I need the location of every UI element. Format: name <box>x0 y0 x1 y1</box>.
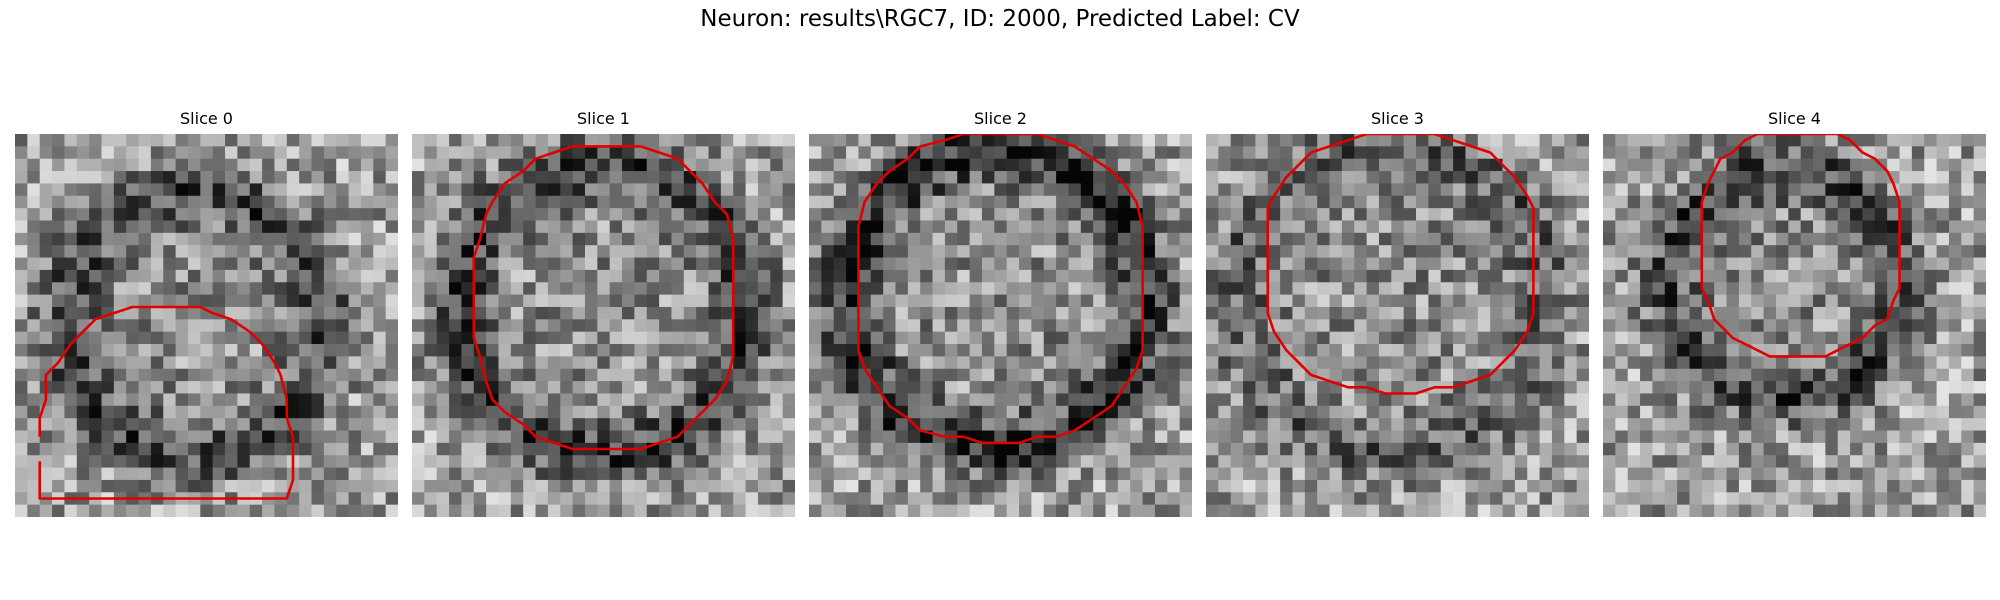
slice-image-1 <box>412 134 795 517</box>
pixel-grid <box>1206 134 1589 517</box>
slice-title-3: Slice 3 <box>1371 109 1424 128</box>
slice-title-1: Slice 1 <box>577 109 630 128</box>
segmentation-contour <box>38 305 295 500</box>
segmentation-contour <box>1700 134 1901 358</box>
pixel-grid <box>412 134 795 517</box>
slice-panel-4: Slice 4 <box>1603 108 1986 517</box>
slice-title-0: Slice 0 <box>180 109 233 128</box>
segmentation-contour <box>472 145 735 451</box>
segmentation-contour <box>857 134 1144 445</box>
pixel-grid <box>1603 134 1986 517</box>
segmentation-contour <box>1266 134 1535 395</box>
figure-title: Neuron: results\RGC7, ID: 2000, Predicte… <box>700 6 1300 32</box>
slice-image-3 <box>1206 134 1589 517</box>
slice-panel-0: Slice 0 <box>15 108 398 517</box>
slice-image-4 <box>1603 134 1986 517</box>
slice-title-4: Slice 4 <box>1768 109 1821 128</box>
slice-image-0 <box>15 134 398 517</box>
slice-panel-2: Slice 2 <box>809 108 1192 517</box>
slice-panel-3: Slice 3 <box>1206 108 1589 517</box>
pixel-grid <box>809 134 1192 517</box>
slice-image-2 <box>809 134 1192 517</box>
pixel-grid <box>15 134 398 517</box>
slice-title-2: Slice 2 <box>974 109 1027 128</box>
slice-panel-1: Slice 1 <box>412 108 795 517</box>
